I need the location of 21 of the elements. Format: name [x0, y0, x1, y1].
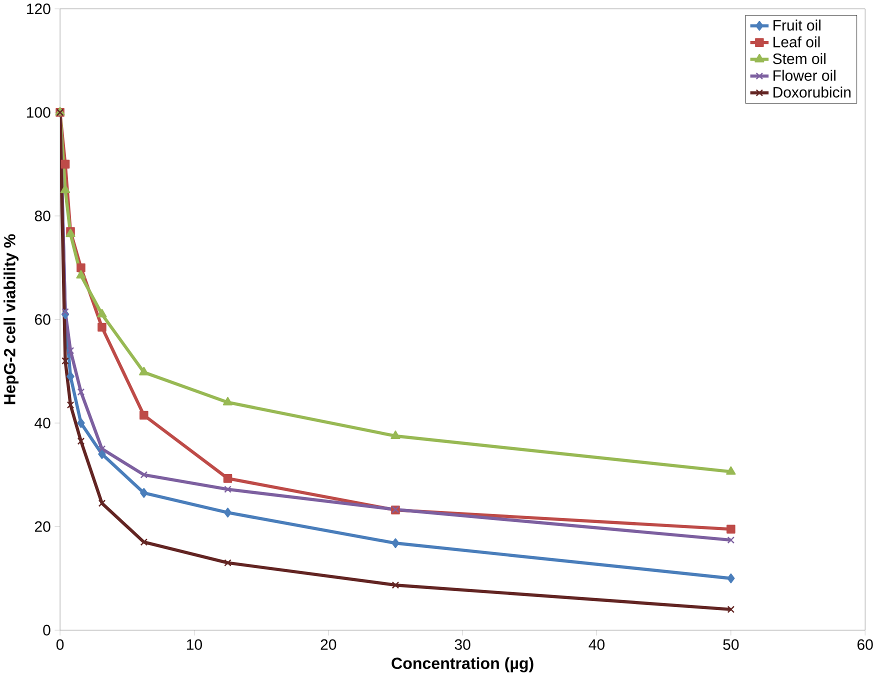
- x-tick-label: 20: [320, 639, 336, 650]
- y-tick-label: 20: [34, 521, 50, 532]
- x-tick-label: 60: [858, 639, 873, 650]
- x-tick-label: 10: [187, 639, 202, 650]
- y-tick-label: 100: [27, 107, 50, 118]
- x-tick-label: 50: [723, 639, 739, 650]
- y-tick-label: 0: [43, 624, 50, 636]
- y-tick-label: 60: [34, 314, 50, 325]
- legend-label: Leaf oil: [774, 36, 820, 48]
- x-tick-label: 30: [454, 639, 470, 650]
- legend-label: Flower oil: [774, 70, 836, 81]
- x-axis-title: Concentration (µg): [392, 657, 534, 672]
- y-tick-label: 120: [27, 4, 50, 14]
- y-tick-label: 40: [34, 418, 50, 428]
- legend-label: Stem oil: [773, 53, 826, 64]
- x-tick-label: 40: [588, 639, 604, 650]
- y-axis-title: HepG-2 cell viability %: [4, 234, 19, 404]
- legend-label: Doxorubicin: [774, 86, 850, 98]
- y-tick-label: 80: [34, 210, 50, 222]
- legend-label: Fruit oil: [774, 20, 820, 31]
- x-tick-label: 0: [56, 639, 64, 650]
